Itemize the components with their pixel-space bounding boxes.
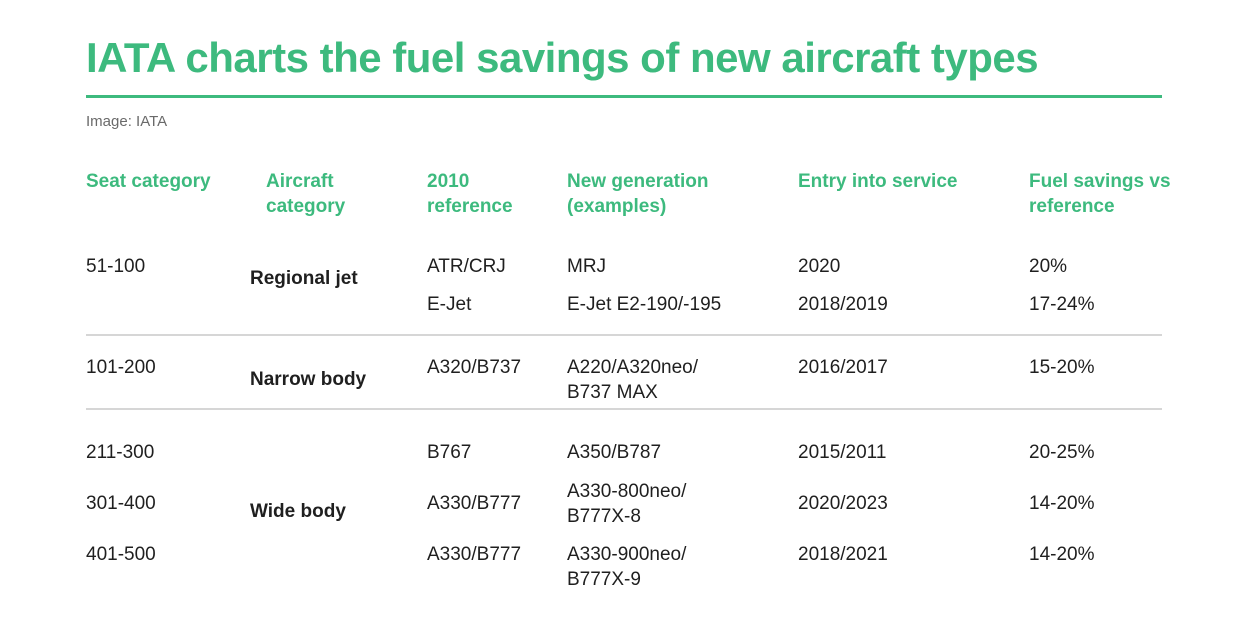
- title-divider: [86, 95, 1162, 98]
- header-aircraft-category-line1: Aircraft: [266, 171, 334, 192]
- reference-cell: E-Jet: [427, 294, 472, 315]
- header-aircraft-category: Aircraft category: [266, 169, 345, 219]
- new-generation-cell: A350/B787: [567, 442, 662, 463]
- row-divider: [86, 408, 1162, 410]
- category-regional-jet: Regional jet: [250, 268, 358, 289]
- row-divider: [86, 334, 1162, 336]
- new-generation-line1: A220/A320neo/: [567, 357, 699, 378]
- header-2010-reference-line2: reference: [427, 196, 513, 217]
- page-title: IATA charts the fuel savings of new airc…: [86, 34, 1039, 81]
- image-credit: Image: IATA: [86, 113, 168, 130]
- entry-cell: 2016/2017: [798, 357, 888, 378]
- new-generation-line2: B777X-8: [567, 506, 641, 527]
- category-narrow-body: Narrow body: [250, 369, 367, 390]
- seat-cell: 401-500: [86, 544, 156, 565]
- entry-cell: 2018/2019: [798, 294, 888, 315]
- header-aircraft-category-line2: category: [266, 196, 346, 217]
- new-generation-cell: A330-900neo/ B777X-9: [567, 542, 686, 592]
- header-new-generation: New generation (examples): [567, 169, 708, 219]
- new-generation-line2: B777X-9: [567, 569, 641, 590]
- new-generation-line2: B737 MAX: [567, 382, 658, 403]
- header-2010-reference-line1: 2010: [427, 171, 470, 192]
- savings-cell: 14-20%: [1029, 544, 1095, 565]
- entry-cell: 2015/2011: [798, 442, 887, 463]
- new-generation-cell: A330-800neo/ B777X-8: [567, 479, 686, 529]
- seat-cell: 211-300: [86, 442, 155, 463]
- header-seat-category-text: Seat category: [86, 171, 211, 192]
- savings-cell: 20-25%: [1029, 442, 1095, 463]
- savings-cell: 15-20%: [1029, 357, 1095, 378]
- new-generation-line1: A330-800neo/: [567, 481, 687, 502]
- savings-cell: 14-20%: [1029, 493, 1095, 514]
- seat-cell: 101-200: [86, 357, 156, 378]
- header-seat-category: Seat category: [86, 169, 211, 194]
- new-generation-cell: MRJ: [567, 256, 607, 277]
- reference-cell: A330/B777: [427, 493, 522, 514]
- header-fuel-savings: Fuel savings vs reference: [1029, 169, 1171, 219]
- entry-cell: 2018/2021: [798, 544, 888, 565]
- reference-cell: A330/B777: [427, 544, 522, 565]
- savings-cell: 20%: [1029, 256, 1068, 277]
- header-fuel-savings-line2: reference: [1029, 196, 1115, 217]
- entry-cell: 2020: [798, 256, 841, 277]
- reference-cell: A320/B737: [427, 357, 522, 378]
- header-entry-into-service-text: Entry into service: [798, 171, 958, 192]
- reference-cell: B767: [427, 442, 472, 463]
- new-generation-cell: E-Jet E2-190/-195: [567, 294, 722, 315]
- seat-cell: 301-400: [86, 493, 156, 514]
- new-generation-cell: A220/A320neo/ B737 MAX: [567, 355, 698, 405]
- entry-cell: 2020/2023: [798, 493, 888, 514]
- seat-cell: 51-100: [86, 256, 146, 277]
- header-2010-reference: 2010 reference: [427, 169, 513, 219]
- header-entry-into-service: Entry into service: [798, 169, 957, 194]
- savings-cell: 17-24%: [1029, 294, 1095, 315]
- header-new-generation-line1: New generation: [567, 171, 709, 192]
- header-new-generation-line2: (examples): [567, 196, 667, 217]
- reference-cell: ATR/CRJ: [427, 256, 506, 277]
- header-fuel-savings-line1: Fuel savings vs: [1029, 171, 1171, 192]
- category-wide-body: Wide body: [250, 501, 346, 522]
- new-generation-line1: A330-900neo/: [567, 544, 687, 565]
